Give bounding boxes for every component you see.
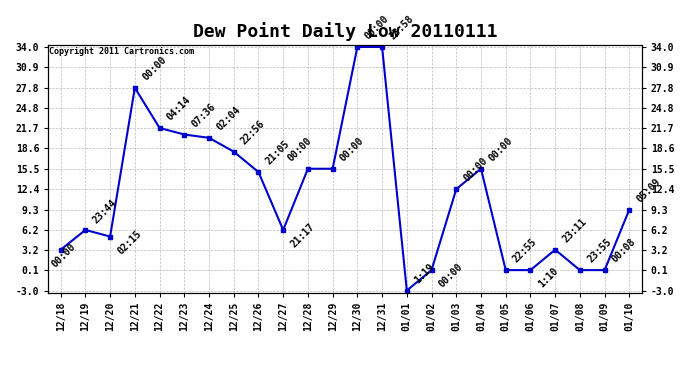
Title: Dew Point Daily Low 20110111: Dew Point Daily Low 20110111 xyxy=(193,22,497,40)
Text: 00:00: 00:00 xyxy=(437,262,465,290)
Text: 23:58: 23:58 xyxy=(388,13,415,41)
Text: 22:55: 22:55 xyxy=(511,237,539,265)
Text: 00:00: 00:00 xyxy=(338,135,366,163)
Text: 22:56: 22:56 xyxy=(239,118,267,146)
Text: Copyright 2011 Cartronics.com: Copyright 2011 Cartronics.com xyxy=(50,48,195,57)
Text: 1:10: 1:10 xyxy=(536,266,560,290)
Text: 02:04: 02:04 xyxy=(215,104,242,132)
Text: 23:55: 23:55 xyxy=(585,237,613,265)
Text: 00:08: 00:08 xyxy=(610,237,638,265)
Text: 04:14: 04:14 xyxy=(165,94,193,122)
Text: 05:09: 05:09 xyxy=(635,176,662,204)
Text: 21:05: 21:05 xyxy=(264,139,292,166)
Text: 23:11: 23:11 xyxy=(561,216,589,244)
Text: 00:00: 00:00 xyxy=(140,54,168,82)
Text: 23:44: 23:44 xyxy=(91,198,119,226)
Text: 00:00: 00:00 xyxy=(363,13,391,41)
Text: 00:00: 00:00 xyxy=(486,135,514,163)
Text: 00:00: 00:00 xyxy=(50,242,77,269)
Text: 21:17: 21:17 xyxy=(288,222,317,249)
Text: 02:15: 02:15 xyxy=(116,228,144,256)
Text: 00:00: 00:00 xyxy=(462,156,490,184)
Text: 00:00: 00:00 xyxy=(286,135,313,163)
Text: 1:19: 1:19 xyxy=(413,261,436,285)
Text: 07:36: 07:36 xyxy=(190,101,217,129)
